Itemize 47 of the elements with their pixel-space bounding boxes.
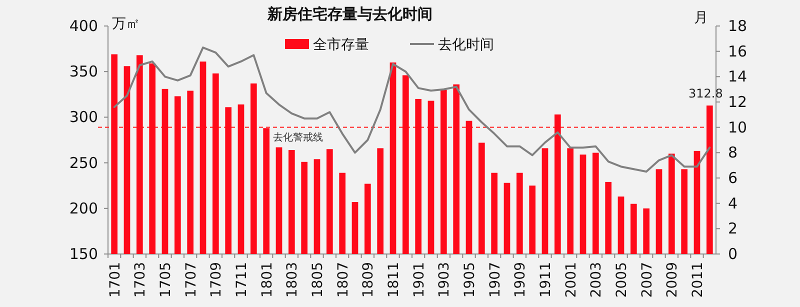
x-tick-label: 1709 (208, 262, 225, 298)
y-tick-label: 300 (69, 108, 98, 126)
x-tick-label: 1907 (487, 262, 504, 298)
x-tick-label: 2005 (614, 262, 630, 298)
y-tick-label: 250 (69, 154, 98, 172)
y-axis-title: 万㎡ (112, 16, 140, 32)
x-tick-label: 1807 (335, 262, 352, 298)
y2-tick-label: 2 (728, 220, 738, 238)
x-tick-label: 1901 (411, 262, 428, 298)
x-tick-label: 1909 (512, 262, 529, 298)
data-label: 312.8 (688, 86, 723, 101)
y2-axis-title: 月 (694, 10, 708, 26)
x-tick-label: 1903 (436, 262, 453, 298)
x-tick-label: 2011 (690, 262, 706, 298)
y-tick-label: 350 (69, 62, 98, 81)
ref-line-label: 去化警戒线 (273, 131, 323, 144)
legend-label: 全市存量 (313, 37, 369, 53)
x-tick-label: 1905 (462, 262, 478, 298)
y-tick-label: 150 (69, 245, 98, 263)
x-tick-label: 1705 (158, 262, 174, 298)
y-tick-label: 400 (69, 17, 98, 35)
x-tick-label: 2009 (664, 262, 681, 298)
x-tick-label: 2001 (563, 262, 580, 298)
y2-tick-label: 14 (728, 68, 748, 86)
y2-tick-label: 6 (728, 169, 738, 187)
y2-tick-label: 10 (728, 118, 748, 136)
x-tick-label: 2007 (639, 262, 656, 298)
x-tick-label: 2003 (588, 262, 605, 298)
x-tick-label: 1711 (234, 262, 250, 298)
y2-tick-label: 0 (728, 245, 738, 263)
y2-tick-label: 4 (728, 194, 738, 212)
y-tick-label: 200 (69, 199, 98, 218)
x-tick-label: 1801 (259, 262, 276, 298)
x-tick-label: 1803 (284, 262, 301, 298)
y2-tick-label: 12 (728, 93, 748, 111)
x-tick-label: 1805 (310, 262, 326, 298)
y2-tick-label: 8 (728, 144, 738, 162)
x-tick-label: 1703 (132, 262, 149, 298)
legend-label: 去化时间 (438, 37, 494, 53)
x-tick-label: 1707 (183, 262, 200, 298)
x-tick-label: 1811 (386, 262, 402, 298)
y2-tick-label: 16 (728, 42, 748, 60)
x-tick-label: 1809 (360, 262, 377, 298)
x-tick-label: 1911 (538, 262, 554, 298)
chart-title: 新房住宅存量与去化时间 (266, 5, 432, 23)
x-tick-label: 1701 (107, 262, 124, 298)
y2-tick-label: 18 (728, 17, 748, 35)
